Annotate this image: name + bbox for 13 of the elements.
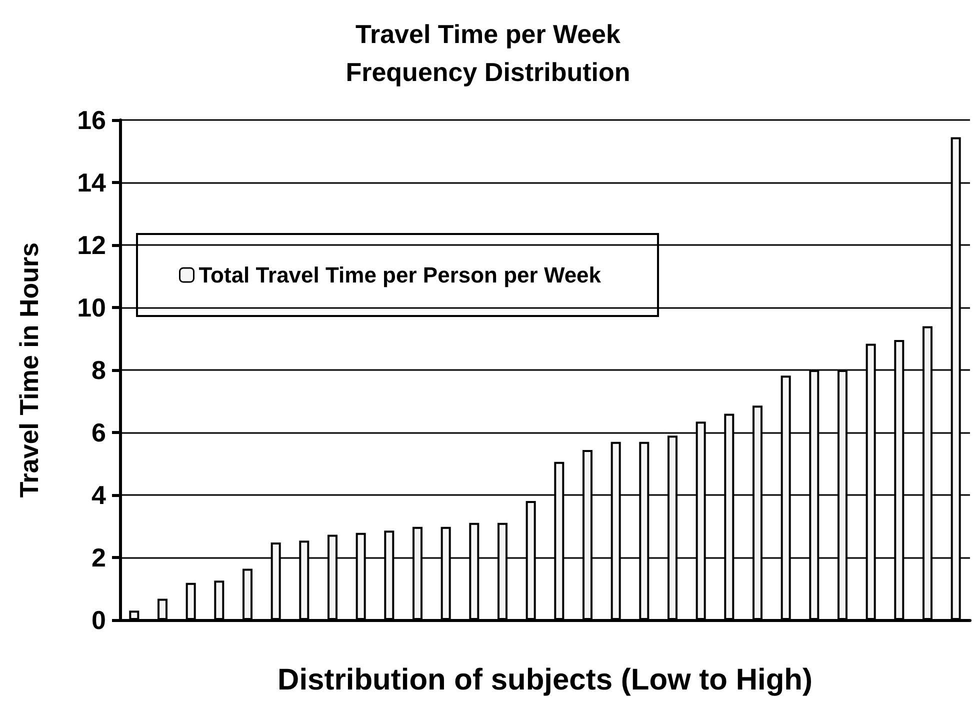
y-tick-label: 6 xyxy=(92,418,106,448)
y-axis-title: Travel Time in Hours xyxy=(14,242,44,498)
legend-label: Total Travel Time per Person per Week xyxy=(198,262,602,288)
y-tick-label: 8 xyxy=(92,355,106,385)
y-tick-label: 12 xyxy=(77,230,106,260)
y-tick-label: 16 xyxy=(77,105,106,135)
y-tick-label: 10 xyxy=(77,292,106,322)
chart-title: Travel Time per Week Frequency Distribution xyxy=(346,19,630,87)
y-tick-label: 14 xyxy=(77,168,107,198)
y-tick-label: 0 xyxy=(92,605,106,635)
y-tick-label: 2 xyxy=(92,542,106,572)
x-axis-title: Distribution of subjects (Low to High) xyxy=(278,664,812,696)
y-tick-label: 4 xyxy=(92,480,107,510)
